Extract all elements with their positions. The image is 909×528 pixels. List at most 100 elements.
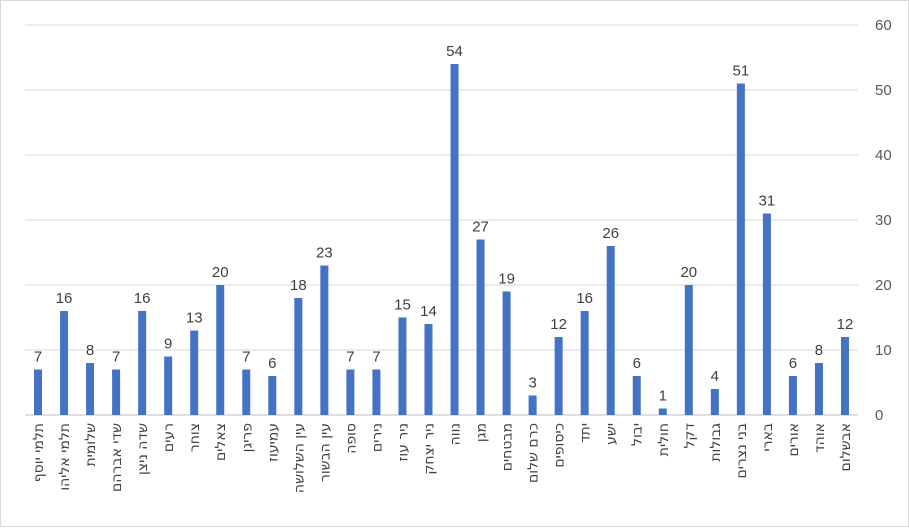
x-tick-label: כרם שלום xyxy=(526,423,542,483)
x-tick-label: יתד xyxy=(578,423,594,443)
y-tick-label: 50 xyxy=(875,82,892,99)
bar xyxy=(736,83,745,415)
x-tick-label: שדי אברהם xyxy=(109,423,125,492)
data-label: 8 xyxy=(86,342,94,359)
data-label: 19 xyxy=(498,271,515,288)
x-tick-label: רעים xyxy=(161,423,177,452)
x-tick-label: ניר יצחק xyxy=(421,423,437,475)
x-tick-label: שלומית xyxy=(83,423,99,467)
y-tick-label: 20 xyxy=(875,277,892,294)
x-tick-label: דקל xyxy=(682,423,698,449)
x-tick-label: בארי xyxy=(760,423,776,452)
bar xyxy=(788,376,797,415)
bar xyxy=(476,239,485,415)
bar xyxy=(580,311,589,415)
bar xyxy=(684,285,693,415)
data-label: 20 xyxy=(680,264,697,281)
data-label: 23 xyxy=(316,245,333,262)
x-tick-label: שדה ניצן xyxy=(135,423,151,475)
x-tick-label: צאלים xyxy=(213,423,229,461)
x-tick-label: אוהד xyxy=(812,423,828,453)
bar xyxy=(424,324,433,415)
data-label: 12 xyxy=(837,316,854,333)
x-tick-label: אבשלום xyxy=(838,423,854,471)
data-label: 54 xyxy=(446,43,463,60)
y-axis-labels: 0 10 20 30 40 50 60 xyxy=(875,17,892,424)
x-tick-label: גבולות xyxy=(708,423,724,462)
bar xyxy=(450,64,459,415)
bar xyxy=(112,369,121,415)
data-label: 7 xyxy=(242,349,250,366)
bar xyxy=(164,356,173,415)
bar xyxy=(216,285,225,415)
data-label: 6 xyxy=(633,355,641,372)
bar xyxy=(710,389,719,415)
bar xyxy=(86,363,95,415)
x-tick-label: תלמי יוסף xyxy=(31,423,47,482)
bar xyxy=(242,369,251,415)
x-tick-label: נווה xyxy=(448,423,464,445)
data-label: 31 xyxy=(759,193,776,210)
y-tick-label: 10 xyxy=(875,342,892,359)
data-label: 13 xyxy=(186,310,203,327)
x-tick-label: תלמי אליהו xyxy=(57,423,73,491)
data-label: 14 xyxy=(420,303,437,320)
gridlines xyxy=(25,24,858,416)
bars xyxy=(34,64,849,415)
bar xyxy=(294,298,303,415)
x-tick-label: סופה xyxy=(343,423,359,454)
bar xyxy=(372,369,381,415)
data-label: 7 xyxy=(34,349,42,366)
data-label: 27 xyxy=(472,219,489,236)
x-tick-label: ישע xyxy=(604,423,620,445)
x-tick-label: כיסופים xyxy=(552,423,568,468)
data-label: 6 xyxy=(268,355,276,372)
bar xyxy=(320,265,329,415)
bar xyxy=(502,291,511,415)
x-tick-label: ניר עוז xyxy=(395,423,411,462)
data-label: 16 xyxy=(134,290,151,307)
bar xyxy=(554,337,563,415)
bar xyxy=(34,369,43,415)
x-tick-label: צוחר xyxy=(187,423,203,452)
data-label: 15 xyxy=(394,297,411,314)
data-label: 4 xyxy=(711,368,719,385)
data-label: 1 xyxy=(659,388,667,405)
data-label: 6 xyxy=(789,355,797,372)
x-tick-label: יבול xyxy=(630,423,646,446)
x-axis-labels: תלמי יוסף תלמי אליהו שלומית שדי אברהם שדה ני… xyxy=(31,423,854,493)
bar xyxy=(762,213,771,415)
bar xyxy=(814,363,823,415)
bar xyxy=(658,408,667,415)
data-label: 8 xyxy=(815,342,823,359)
bar xyxy=(268,376,277,415)
x-tick-label: אורים xyxy=(786,423,802,457)
x-tick-label: מגן xyxy=(474,423,490,442)
data-label: 18 xyxy=(290,277,307,294)
bar xyxy=(840,337,849,415)
data-label: 20 xyxy=(212,264,229,281)
bar xyxy=(528,395,537,415)
bar xyxy=(632,376,641,415)
x-tick-label: מבטחים xyxy=(500,423,516,471)
x-tick-label: עין השלושה xyxy=(291,423,307,493)
data-label: 7 xyxy=(346,349,354,366)
bar xyxy=(138,311,147,415)
bar xyxy=(606,246,615,415)
y-tick-label: 60 xyxy=(875,17,892,34)
y-tick-label: 40 xyxy=(875,147,892,164)
y-tick-label: 30 xyxy=(875,212,892,229)
data-label: 26 xyxy=(602,225,619,242)
data-label: 9 xyxy=(164,336,172,353)
data-label: 51 xyxy=(733,63,750,80)
x-tick-label: בני נצרים xyxy=(734,423,750,479)
bar xyxy=(398,317,407,415)
data-label: 7 xyxy=(112,349,120,366)
x-tick-label: עין הבשור xyxy=(317,423,333,482)
data-label: 7 xyxy=(372,349,380,366)
x-tick-label: עמיעוז xyxy=(265,423,281,462)
data-label: 3 xyxy=(528,375,536,392)
